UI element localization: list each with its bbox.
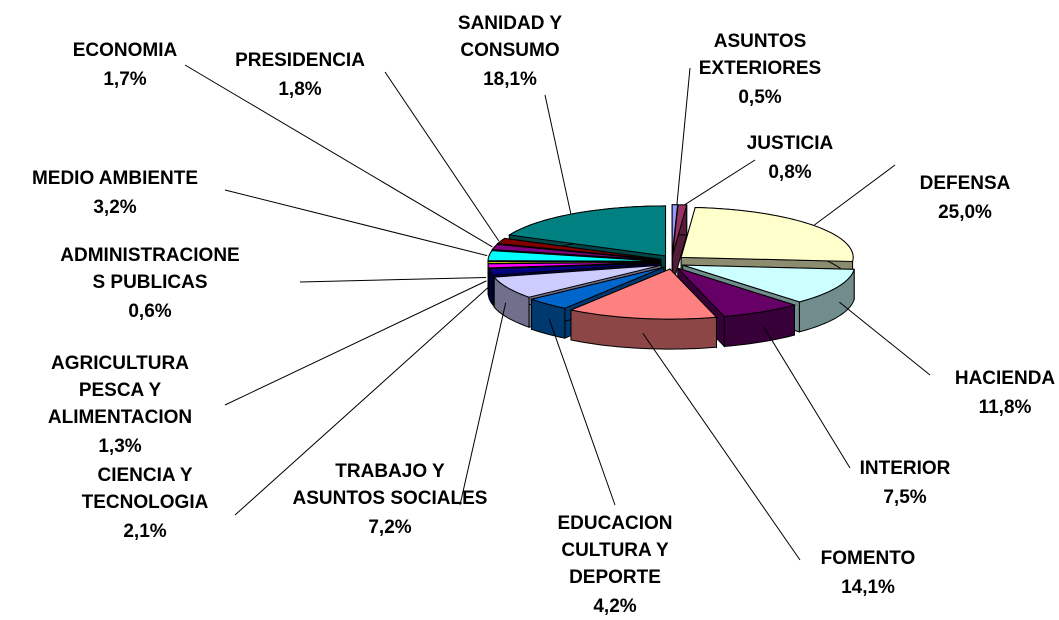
slice-value-label: 7,5% <box>883 487 926 508</box>
slice-value-label: 0,5% <box>738 87 781 108</box>
slice-label-line: ALIMENTACION <box>48 407 192 428</box>
slice-label: INTERIOR <box>860 458 951 479</box>
slice-label-line: PRESIDENCIA <box>235 50 365 71</box>
slice-label-line: CIENCIA Y <box>97 465 192 486</box>
slice-value-label: 2,1% <box>123 521 166 542</box>
leader-line <box>234 286 490 516</box>
slice-value-label: 0,8% <box>768 162 811 183</box>
slice-label-line: ASUNTOS SOCIALES <box>293 488 488 509</box>
slice-label-line: TECNOLOGIA <box>82 492 209 513</box>
leader-line <box>184 64 493 248</box>
slice-label-line: EDUCACION <box>557 513 672 534</box>
slice <box>682 264 855 303</box>
slice <box>488 262 661 276</box>
leader-line <box>839 301 931 376</box>
slice-label-line: CONSUMO <box>460 40 559 61</box>
slice-label-line: FOMENTO <box>821 548 916 569</box>
slice <box>529 266 665 309</box>
slice-label: ADMINISTRACIONE S PUBLICAS <box>60 245 239 293</box>
leader-line <box>676 67 691 205</box>
slice <box>491 243 661 261</box>
slice-label-line: EXTERIORES <box>699 58 821 79</box>
slice-label-line: SANIDAD Y <box>458 13 562 34</box>
slice-label-line: S PUBLICAS <box>92 272 207 293</box>
slice <box>487 250 661 262</box>
slice-label-line: INTERIOR <box>860 458 951 479</box>
slice-value-label: 7,2% <box>368 517 411 538</box>
slice-label-line: CULTURA Y <box>561 540 669 561</box>
leader-line <box>684 159 756 206</box>
leader-line <box>459 302 507 506</box>
slice-value-label: 0,6% <box>128 301 171 322</box>
slice-label: TRABAJO Y ASUNTOS SOCIALES <box>293 461 488 509</box>
slice <box>487 261 661 264</box>
slice-label: ECONOMIA <box>73 40 178 61</box>
leader-line <box>548 318 616 506</box>
slice-value-label: 4,2% <box>593 596 636 617</box>
pie-tops <box>487 204 855 320</box>
slice-label-line: ADMINISTRACIONE <box>60 245 239 266</box>
slice-label: SANIDAD Y CONSUMO <box>458 13 562 61</box>
slice <box>493 264 662 298</box>
slice-label-line: TRABAJO Y <box>335 461 445 482</box>
slice-value-label: 1,3% <box>98 436 141 457</box>
slice-value-label: 11,8% <box>979 397 1032 418</box>
slice-label: MEDIO AMBIENTE <box>32 168 198 189</box>
leader-line <box>299 276 487 283</box>
slice-value-label: 1,8% <box>278 79 321 100</box>
slice-label: PRESIDENCIA <box>235 50 365 71</box>
leader-line <box>224 280 487 406</box>
slice-value-label: 3,2% <box>93 197 136 218</box>
leader-line <box>763 326 851 469</box>
slice <box>507 205 667 257</box>
slice-label-line: ASUNTOS <box>714 31 807 52</box>
slice-label: ASUNTOS EXTERIORES <box>699 31 821 79</box>
leader-line <box>224 189 488 257</box>
slice-label-line: DEPORTE <box>569 567 661 588</box>
slice-value-label: 25,0% <box>938 202 992 223</box>
slice-label: EDUCACION CULTURA Y DEPORTE <box>557 513 672 588</box>
slice <box>496 237 661 260</box>
leader-line <box>544 94 572 214</box>
slice-value-label: 14,1% <box>841 577 895 598</box>
slice-label-line: AGRICULTURA <box>51 353 189 374</box>
slice <box>672 204 688 255</box>
slice-value-label: 1,7% <box>103 69 146 90</box>
slice-label: CIENCIA Y TECNOLOGIA <box>82 465 209 513</box>
slice-label-line: DEFENSA <box>920 173 1011 194</box>
slice-label-line: HACIENDA <box>955 368 1056 389</box>
leader-line <box>814 164 896 226</box>
slice-label: JUSTICIA <box>747 133 834 154</box>
slice-label-line: PESCA Y <box>79 380 162 401</box>
slice-label: HACIENDA <box>955 368 1056 389</box>
leader-line <box>384 71 500 242</box>
slice-label: FOMENTO <box>821 548 916 569</box>
slice <box>677 267 797 317</box>
leader-line <box>642 333 801 561</box>
slice <box>680 207 854 263</box>
slice-value-label: 18,1% <box>483 69 537 90</box>
slice-label: DEFENSA <box>920 173 1011 194</box>
slice-label-line: ECONOMIA <box>73 40 178 61</box>
slice <box>569 268 718 320</box>
slice-label-line: MEDIO AMBIENTE <box>32 168 198 189</box>
slice-label-line: JUSTICIA <box>747 133 834 154</box>
slice-label: AGRICULTURA PESCA Y ALIMENTACION <box>48 353 192 428</box>
